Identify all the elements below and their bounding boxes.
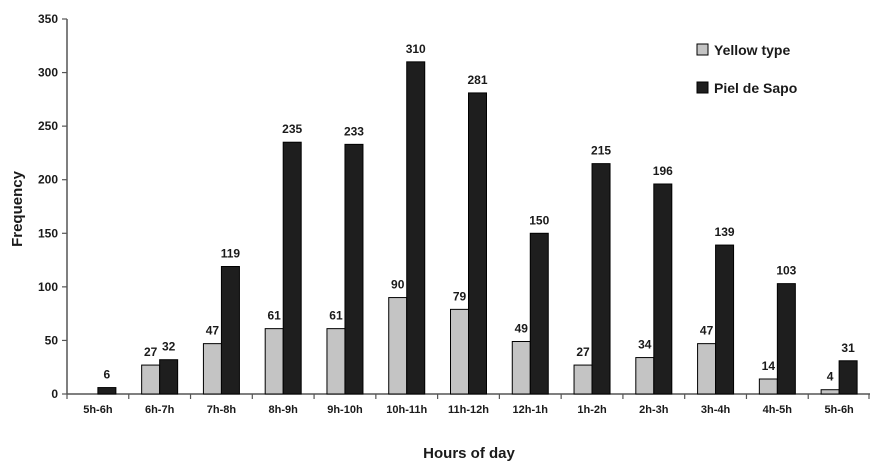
data-label-piel-de-sapo: 215 — [591, 144, 611, 158]
y-axis-title: Frequency — [9, 170, 26, 247]
bar-piel-de-sapo — [220, 266, 240, 395]
x-tick-label: 12h-1h — [513, 404, 549, 416]
bar-piel-de-sapo — [282, 141, 302, 395]
x-axis: 5h-6h 6h-7h 7h-8h 8h-9h 9h-10h 10h-11h 11h-12h… — [66, 393, 870, 416]
data-label-piel-de-sapo: 233 — [344, 124, 364, 138]
bar-yellow-type — [141, 364, 161, 395]
data-label-piel-de-sapo: 196 — [653, 164, 673, 178]
bar-piel-de-sapo — [591, 163, 611, 395]
bar-piel-de-sapo — [344, 143, 364, 395]
legend-label-piel-de-sapo: Piel de Sapo — [714, 80, 797, 96]
y-tick-label: 350 — [38, 12, 58, 26]
bar-yellow-type — [388, 297, 408, 395]
data-label-yellow-type: 27 — [576, 345, 590, 359]
x-tick-label: 5h-6h — [83, 404, 113, 416]
y-tick-label: 200 — [38, 173, 58, 187]
bars — [97, 61, 858, 395]
bar-piel-de-sapo — [468, 92, 487, 395]
data-label-piel-de-sapo: 103 — [776, 264, 796, 278]
x-tick-label: 6h-7h — [145, 404, 175, 416]
x-tick-label: 8h-9h — [269, 404, 299, 416]
x-tick-label: 9h-10h — [327, 404, 363, 416]
bar-piel-de-sapo — [715, 244, 735, 395]
y-tick-label: 150 — [38, 226, 58, 240]
bar-yellow-type — [758, 378, 778, 395]
data-label-piel-de-sapo: 281 — [467, 73, 487, 87]
bar-piel-de-sapo — [653, 183, 673, 395]
data-label-piel-de-sapo: 310 — [406, 42, 426, 56]
data-label-piel-de-sapo: 6 — [104, 368, 111, 382]
x-tick-label: 3h-4h — [701, 404, 731, 416]
data-label-piel-de-sapo: 235 — [282, 122, 302, 136]
data-label-piel-de-sapo: 119 — [221, 247, 241, 261]
data-label-piel-de-sapo: 139 — [715, 225, 735, 239]
bar-piel-de-sapo — [838, 360, 858, 395]
y-tick-label: 100 — [38, 280, 58, 294]
data-label-yellow-type: 4 — [827, 370, 834, 384]
x-tick-label: 10h-11h — [386, 404, 427, 416]
data-label-piel-de-sapo: 31 — [841, 341, 855, 355]
data-label-yellow-type: 90 — [391, 278, 405, 292]
x-tick-label: 11h-12h — [448, 404, 489, 416]
bar-yellow-type — [202, 343, 222, 395]
y-tick-label: 50 — [45, 333, 59, 347]
data-label-piel-de-sapo: 150 — [529, 213, 549, 227]
data-label-yellow-type: 79 — [453, 289, 467, 303]
bar-yellow-type — [573, 364, 593, 395]
bar-yellow-type — [326, 328, 346, 395]
bar-yellow-type — [511, 341, 531, 395]
legend: Yellow type Piel de Sapo — [696, 42, 797, 96]
x-tick-label: 7h-8h — [207, 404, 237, 416]
legend-swatch-piel-de-sapo — [696, 81, 709, 94]
bar-piel-de-sapo — [776, 283, 796, 395]
data-label-yellow-type: 14 — [762, 359, 776, 373]
bar-piel-de-sapo — [406, 61, 426, 395]
data-labels: 27 47 61 61 90 79 49 27 34 47 14 4 6 32 119 235 233 310 28… — [104, 42, 856, 384]
data-label-yellow-type: 61 — [268, 309, 282, 323]
x-tick-label: 2h-3h — [639, 404, 669, 416]
data-label-yellow-type: 49 — [515, 322, 529, 336]
legend-swatch-yellow-type — [696, 43, 709, 56]
bar-piel-de-sapo — [97, 387, 117, 395]
y-axis: 0 50 100 150 200 250 300 350 — [38, 12, 68, 401]
data-label-yellow-type: 34 — [638, 338, 652, 352]
data-label-yellow-type: 61 — [329, 309, 343, 323]
y-tick-label: 300 — [38, 66, 58, 80]
legend-label-yellow-type: Yellow type — [714, 42, 790, 58]
y-tick-label: 0 — [51, 387, 58, 401]
data-label-yellow-type: 47 — [206, 324, 220, 338]
x-axis-title: Hours of day — [423, 445, 515, 462]
data-label-yellow-type: 47 — [700, 324, 714, 338]
x-tick-label: 5h-6h — [824, 404, 854, 416]
bar-yellow-type — [697, 343, 717, 395]
bar-yellow-type — [820, 389, 840, 395]
bar-yellow-type — [264, 328, 284, 395]
data-label-piel-de-sapo: 32 — [162, 340, 176, 354]
bar-yellow-type — [450, 308, 469, 395]
y-tick-label: 250 — [38, 119, 58, 133]
data-label-yellow-type: 27 — [144, 345, 158, 359]
x-tick-label: 4h-5h — [763, 404, 793, 416]
bar-piel-de-sapo — [529, 232, 549, 395]
bar-piel-de-sapo — [159, 359, 179, 395]
x-tick-label: 1h-2h — [577, 404, 607, 416]
bar-yellow-type — [635, 357, 655, 395]
